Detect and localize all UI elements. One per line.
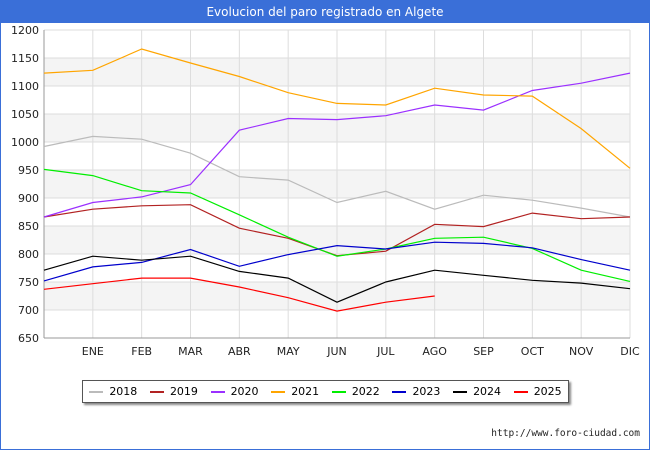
legend-swatch [271,390,286,393]
legend-item-2023: 2023 [392,385,440,398]
y-tick-label: 850 [18,220,39,233]
legend-label: 2023 [412,385,441,398]
x-tick-label: AGO [422,345,447,358]
y-tick-label: 900 [18,192,39,205]
series-line-2023 [43,241,631,282]
x-tick-label: ENE [82,345,104,358]
legend-label: 2024 [473,385,502,398]
y-tick-label: 1150 [11,52,39,65]
series-line-2018 [43,135,631,218]
legend-label: 2020 [230,385,259,398]
legend-swatch [149,390,164,393]
y-tick-label: 1000 [11,136,39,149]
source-credit: http://www.foro-ciudad.com [491,428,640,439]
series-lines [43,48,631,312]
y-tick-label: 1100 [11,80,39,93]
x-tick-label: OCT [521,345,544,358]
x-tick-label: MAY [277,345,300,358]
x-tick-label: FEB [131,345,152,358]
legend-swatch [453,390,468,393]
legend-swatch [513,390,528,393]
legend-swatch [210,390,225,393]
legend-item-2022: 2022 [331,385,380,398]
y-tick-label: 650 [18,332,39,345]
series-line-2020 [43,72,631,218]
axes [43,30,630,339]
x-axis-tick-labels: ENE FEB MAR ABR MAY JUN JUL AGO SEP OCT NOV DIC [82,345,640,358]
legend-item-2021: 2021 [271,385,319,398]
legend-label: 2022 [351,385,380,398]
legend-label: 2021 [291,385,320,398]
y-tick-label: 1050 [11,108,39,121]
y-tick-label: 950 [18,164,39,177]
y-tick-label: 1200 [11,24,39,37]
grid-lines [43,29,631,339]
x-tick-label: JUL [376,345,395,358]
x-tick-label: DIC [620,345,640,358]
chart-title: Evolucion del paro registrado en Algete [1,1,649,23]
legend-label: 2025 [533,385,562,398]
series-line-2024 [43,255,631,303]
x-tick-label: SEP [473,345,494,358]
legend-item-2018: 2018 [89,385,137,398]
legend-swatch [392,390,407,393]
x-tick-label: ABR [228,345,251,358]
y-tick-label: 700 [18,304,39,317]
legend-label: 2018 [109,385,138,398]
legend: 2018 2019 2020 2021 2022 2023 2024 2025 [82,380,569,403]
y-tick-label: 800 [18,248,39,261]
x-tick-label: NOV [569,345,594,358]
x-tick-label: MAR [178,345,203,358]
y-tick-label: 750 [18,276,39,289]
legend-item-2025: 2025 [513,385,562,398]
y-axis-tick-labels: 650 700 750 800 850 900 950 1000 1050 1100 1150 120… [11,24,39,345]
legend-item-2024: 2024 [453,385,501,398]
series-line-2021 [43,48,631,169]
legend-swatch [331,390,346,393]
legend-swatch [89,390,104,393]
legend-item-2020: 2020 [210,385,259,398]
legend-label: 2019 [169,385,198,398]
legend-item-2019: 2019 [149,385,198,398]
x-tick-label: JUN [326,345,347,358]
series-line-2025 [43,277,435,312]
